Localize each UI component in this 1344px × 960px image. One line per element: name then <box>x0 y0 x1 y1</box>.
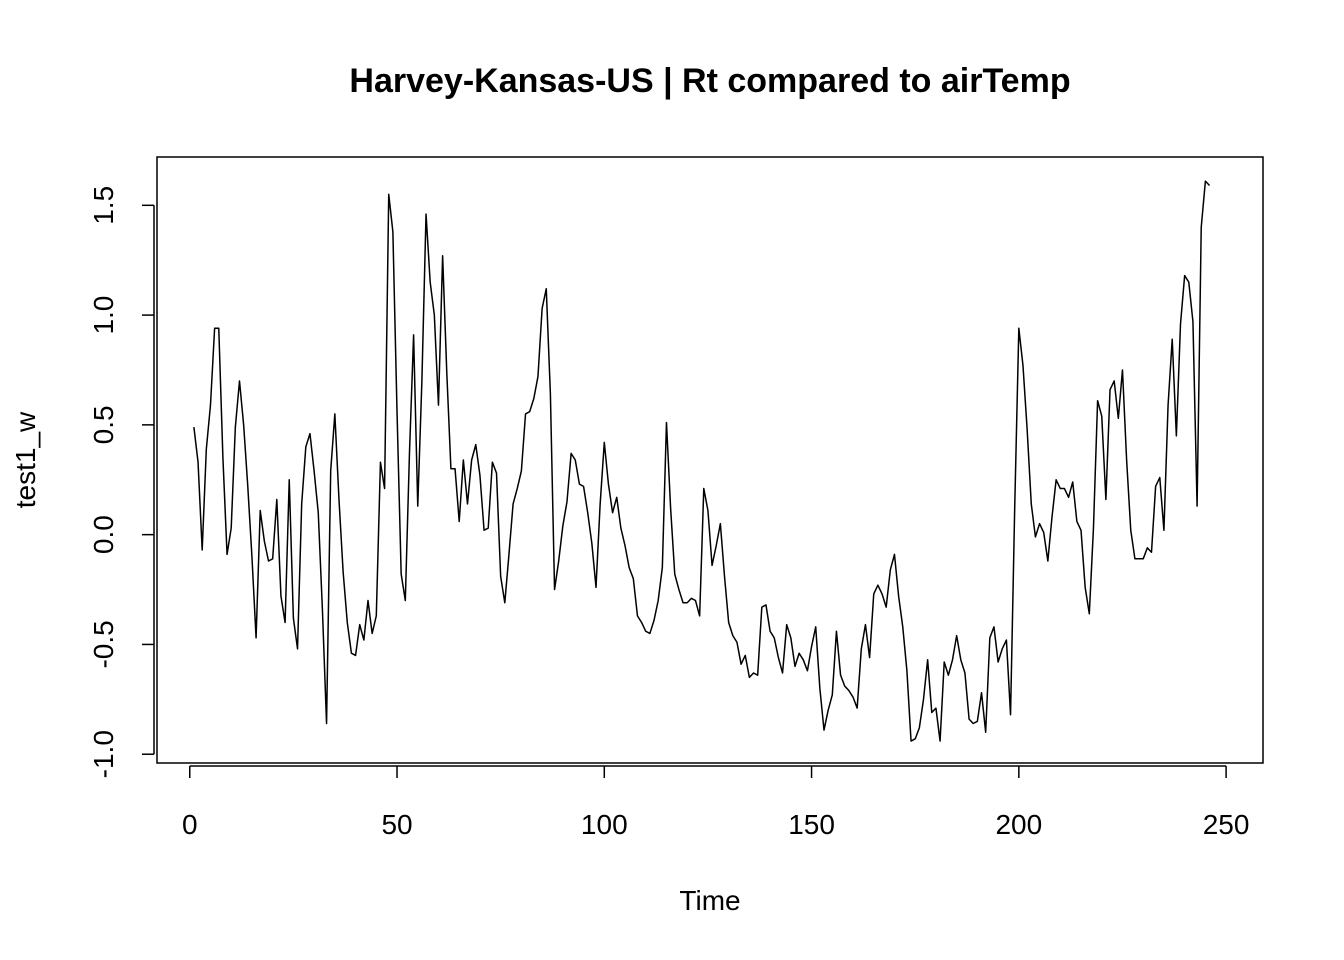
y-axis: -1.0 -0.5 0.0 0.5 1.0 1.5 <box>88 186 155 778</box>
y-tick-label: 1.5 <box>88 186 119 225</box>
y-axis-label: test1_w <box>10 411 41 508</box>
x-tick-label: 50 <box>381 809 412 840</box>
plot-frame <box>156 156 1264 764</box>
y-tick-label: 0.5 <box>88 405 119 444</box>
series-line <box>193 180 1211 742</box>
y-tick-label: 1.0 <box>88 296 119 335</box>
y-tick-label: -0.5 <box>88 620 119 668</box>
x-tick-label: 250 <box>1203 809 1250 840</box>
x-axis: 0 50 100 150 200 250 <box>182 765 1250 840</box>
data-points <box>193 180 1211 742</box>
y-tick-label: -1.0 <box>88 730 119 778</box>
chart-title: Harvey-Kansas-US | Rt compared to airTem… <box>349 62 1070 100</box>
x-tick-label: 100 <box>581 809 628 840</box>
x-tick-label: 0 <box>182 809 198 840</box>
x-tick-label: 150 <box>788 809 835 840</box>
x-tick-label: 200 <box>995 809 1042 840</box>
x-axis-label: Time <box>679 885 740 916</box>
y-tick-label: 0.0 <box>88 515 119 554</box>
